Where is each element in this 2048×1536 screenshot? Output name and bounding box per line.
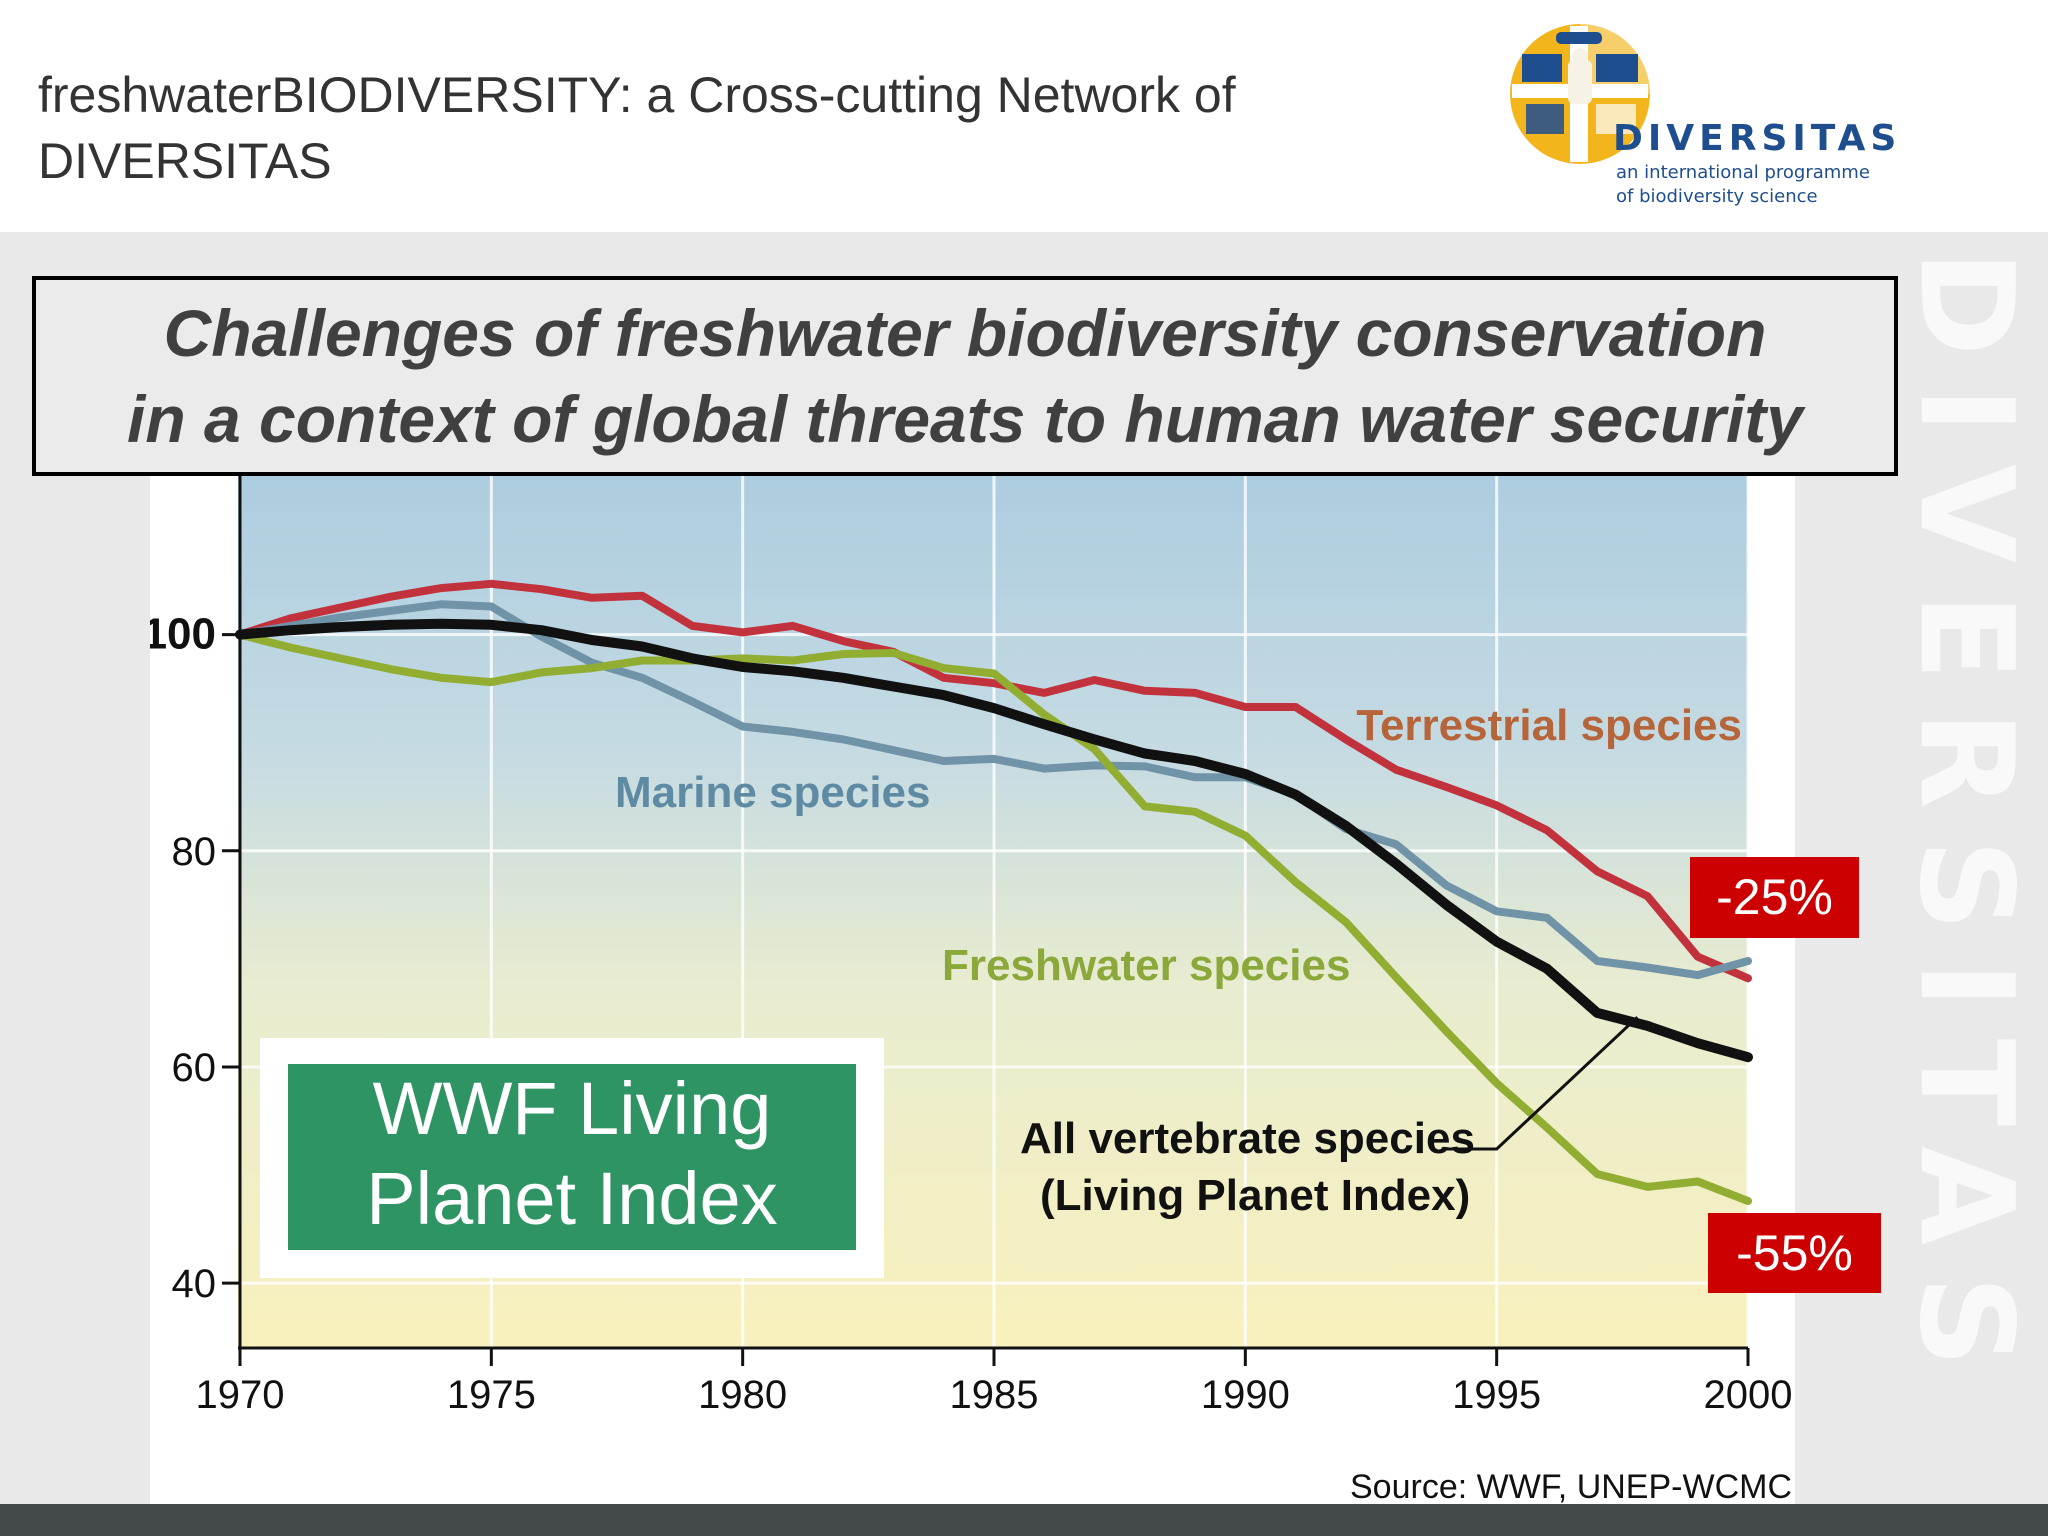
living-planet-index-chart: 1970 1975 1980 1985 1990 1995 2000 40 60 80 100 Te… <box>150 440 1793 1504</box>
bottom-bar <box>0 1504 2048 1536</box>
slide-title-line1: freshwaterBIODIVERSITY: a Cross-cutting … <box>38 67 1236 123</box>
x-tick-label: 1990 <box>1201 1373 1290 1417</box>
series-line-all-vertebrate-species <box>235 618 1753 1063</box>
x-tick-label: 1995 <box>1452 1373 1541 1417</box>
logo-name: DIVERSITAS <box>1613 118 1902 159</box>
x-tick-label: 1975 <box>447 1373 536 1417</box>
series-line-freshwater-species <box>236 630 1752 1205</box>
logo-subtitle-line1: an international programme <box>1616 162 1870 183</box>
x-tick-label: 1985 <box>950 1373 1039 1417</box>
slide-title-line2: DIVERSITAS <box>38 133 332 189</box>
diversitas-watermark: DIVERSITAS <box>1905 230 2048 1500</box>
source-label: Source: WWF, UNEP-WCMC <box>1350 1468 1792 1504</box>
diversitas-globe-icon <box>1510 24 1650 164</box>
headline-box: Challenges of freshwater biodiversity co… <box>32 276 1898 476</box>
y-tick-label: 100 <box>150 610 216 659</box>
logo-subtitle-line2: of biodiversity science <box>1616 186 1818 207</box>
diversitas-logo: DIVERSITAS an international programme of… <box>1500 14 1960 214</box>
headline-line1: Challenges of freshwater biodiversity co… <box>163 296 1767 370</box>
wwf-label-line1: WWF Living <box>372 1067 772 1150</box>
series-label-terrestrial: Terrestrial species <box>1356 701 1742 750</box>
series-label-living-planet-index: (Living Planet Index) <box>1040 1171 1470 1220</box>
y-tick-label: 80 <box>172 830 217 874</box>
headline-line2: in a context of global threats to human … <box>127 382 1803 456</box>
watermark-text: DIVERSITAS <box>1905 250 2040 1398</box>
x-tick-label: 1980 <box>698 1373 787 1417</box>
series-label-freshwater: Freshwater species <box>942 941 1350 990</box>
wwf-living-planet-index-label: WWF Living Planet Index <box>288 1064 856 1250</box>
terrestrial-change-badge: -25% <box>1690 857 1859 938</box>
freshwater-change-badge: -55% <box>1708 1213 1881 1293</box>
y-tick-label: 60 <box>172 1046 217 1090</box>
x-tick-label: 1970 <box>196 1373 285 1417</box>
logo-subtitle: an international programme of biodiversi… <box>1616 161 1916 209</box>
all-vertebrate-leader-line <box>1441 1016 1639 1151</box>
chart-panel: 1970 1975 1980 1985 1990 1995 2000 40 60 80 100 Te… <box>150 440 1795 1504</box>
series-line-marine-species <box>236 600 1752 980</box>
slide-title: freshwaterBIODIVERSITY: a Cross-cutting … <box>38 62 1438 194</box>
wwf-label-box: WWF Living Planet Index <box>260 1038 884 1278</box>
x-tick-label: 2000 <box>1704 1373 1793 1417</box>
series-line-terrestrial-species <box>236 579 1752 983</box>
slide-header: freshwaterBIODIVERSITY: a Cross-cutting … <box>0 0 2048 232</box>
y-tick-label: 40 <box>172 1262 217 1306</box>
wwf-label-line2: Planet Index <box>366 1157 778 1240</box>
series-label-all-vertebrate: All vertebrate species <box>1020 1114 1475 1163</box>
series-label-marine: Marine species <box>615 768 931 817</box>
